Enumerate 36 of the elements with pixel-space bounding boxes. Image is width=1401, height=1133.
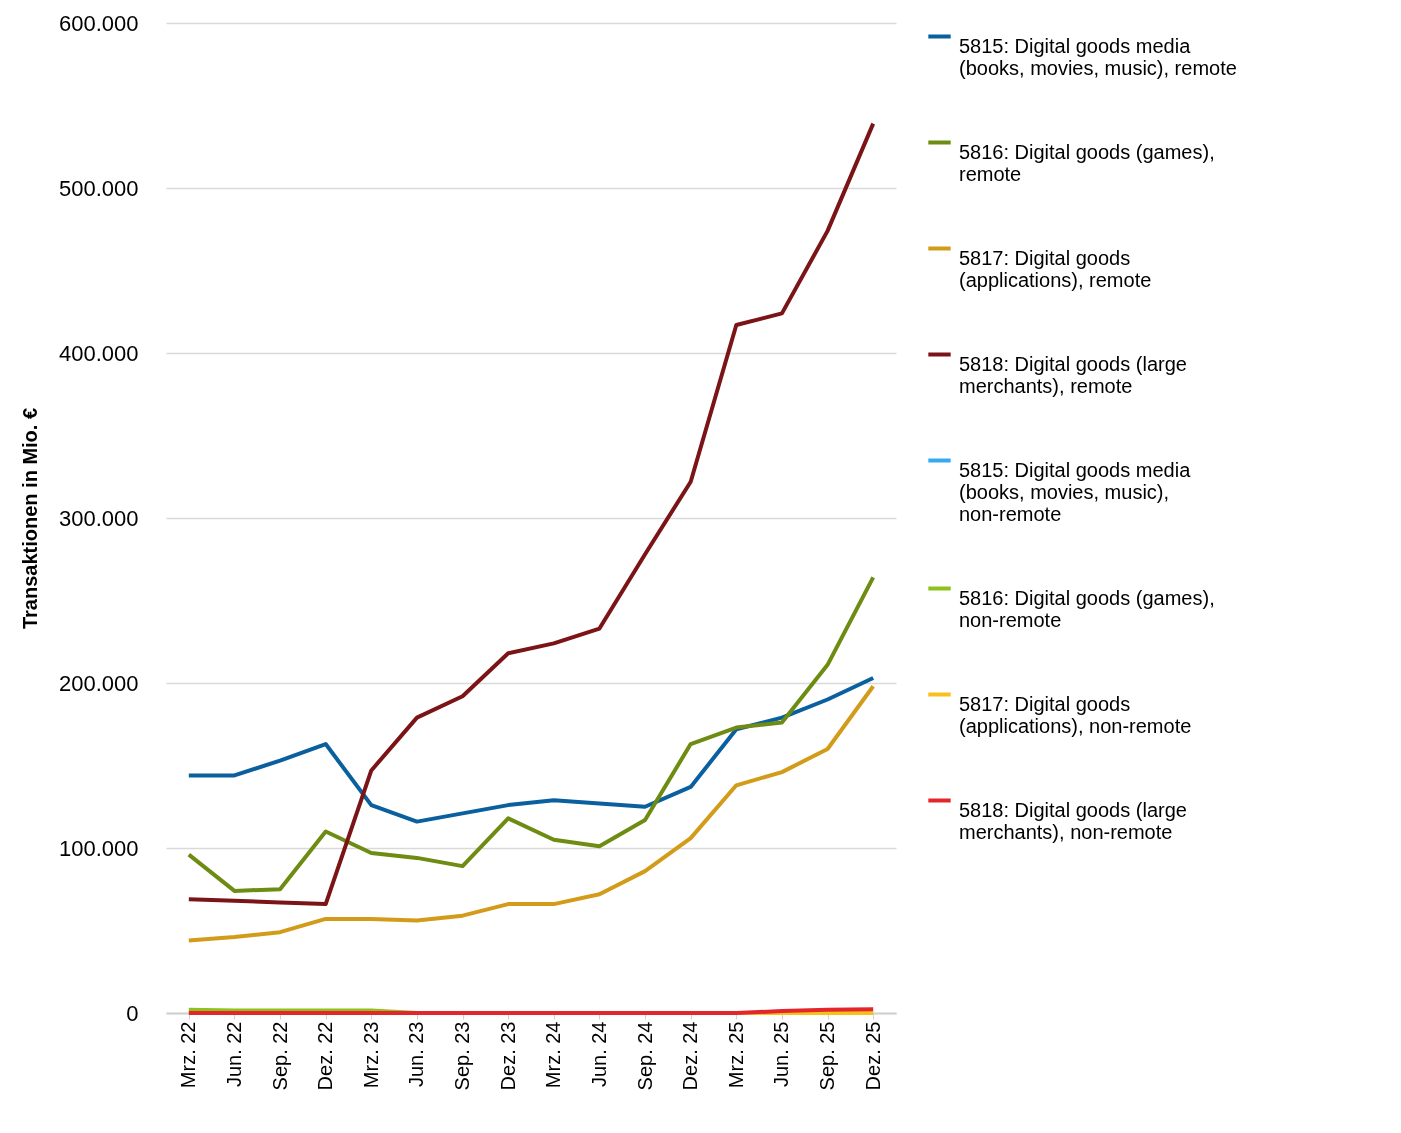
y-tick-label: 300.000 <box>58 505 139 531</box>
y-tick-label: 100.000 <box>58 835 139 861</box>
legend-label: 5817: Digital goods (applications), remote <box>959 246 1152 291</box>
x-tick-label: Jun. 25 <box>770 1021 793 1088</box>
y-tick-label: 400.000 <box>58 340 139 366</box>
x-tick-label: Sep. 23 <box>451 1021 474 1091</box>
y-tick-label: 500.000 <box>58 175 139 201</box>
x-tick-label: Mrz. 23 <box>359 1021 382 1089</box>
x-tick-label: Dez. 24 <box>679 1021 702 1091</box>
legend-label: 5815: Digital goods media (books, movies, music), remote <box>959 34 1237 79</box>
y-axis-title: Transaktionen in Mio. € <box>18 407 41 630</box>
legend-label: 5815: Digital goods media (books, movies, music), non-remote <box>959 458 1192 525</box>
y-tick-label: 0 <box>126 1000 139 1026</box>
x-tick-label: Jun. 24 <box>587 1021 610 1088</box>
x-tick-label: Dez. 25 <box>861 1021 884 1091</box>
legend-label: 5816: Digital goods (games), non-remote <box>959 586 1215 631</box>
y-tick-label: 600.000 <box>58 10 139 36</box>
x-tick-label: Jun. 23 <box>405 1021 428 1088</box>
line-series <box>186 676 876 824</box>
x-tick-label: Dez. 23 <box>496 1021 519 1091</box>
y-tick-label: 200.000 <box>58 670 139 696</box>
x-tick-label: Mrz. 24 <box>542 1021 565 1089</box>
line-series <box>186 121 876 907</box>
x-tick-label: Sep. 22 <box>268 1021 291 1091</box>
legend-label: 5816: Digital goods (games), remote <box>959 140 1215 185</box>
x-tick-label: Mrz. 25 <box>724 1021 747 1089</box>
x-tick-label: Mrz. 22 <box>177 1021 200 1089</box>
x-tick-label: Sep. 24 <box>633 1021 656 1091</box>
x-tick-label: Sep. 25 <box>816 1021 839 1091</box>
line-series <box>186 575 876 893</box>
x-tick-label: Jun. 22 <box>222 1021 245 1088</box>
x-tick-label: Dez. 22 <box>314 1021 337 1091</box>
legend-label: 5818: Digital goods (large merchants), remote <box>959 352 1187 397</box>
legend-label: 5818: Digital goods (large merchants), non-remote <box>959 798 1187 843</box>
line-series <box>186 684 876 943</box>
legend-label: 5817: Digital goods (applications), non-remote <box>959 692 1192 737</box>
